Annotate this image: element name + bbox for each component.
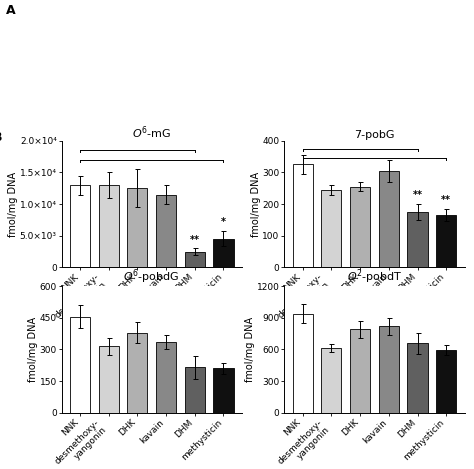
Bar [127, 188, 147, 267]
Bar [350, 329, 370, 413]
Title: $O^6$-mG: $O^6$-mG [132, 124, 171, 141]
Text: **: ** [412, 190, 422, 200]
Bar [292, 165, 313, 267]
Bar [321, 190, 341, 267]
Bar [379, 326, 399, 413]
Bar [408, 212, 428, 267]
Bar [156, 342, 176, 413]
Bar [408, 343, 428, 413]
Bar [70, 317, 90, 413]
Bar [99, 185, 118, 267]
Title: $O^6$-pobdG: $O^6$-pobdG [123, 267, 180, 286]
Bar [127, 333, 147, 413]
Text: **: ** [190, 234, 200, 244]
Y-axis label: fmol/mg DNA: fmol/mg DNA [251, 172, 261, 236]
Bar [185, 251, 205, 267]
Bar [321, 348, 341, 413]
Y-axis label: fmol/mg DNA: fmol/mg DNA [9, 172, 18, 236]
Text: **: ** [441, 195, 451, 205]
Bar [213, 239, 234, 267]
Y-axis label: fmol/mg DNA: fmol/mg DNA [245, 317, 255, 382]
Y-axis label: fmol/mg DNA: fmol/mg DNA [28, 317, 38, 382]
Bar [213, 369, 234, 413]
Text: *: * [221, 218, 226, 227]
Bar [436, 350, 456, 413]
Bar [70, 185, 90, 267]
Bar [436, 215, 456, 267]
Bar [185, 367, 205, 413]
Bar [350, 187, 370, 267]
Bar [156, 195, 176, 267]
Title: $O^2$-pobdT: $O^2$-pobdT [346, 267, 402, 286]
Text: A: A [6, 4, 15, 17]
Bar [292, 314, 313, 413]
Title: 7-pobG: 7-pobG [354, 130, 395, 140]
Bar [99, 346, 118, 413]
Bar [379, 171, 399, 267]
Text: B: B [0, 130, 3, 144]
